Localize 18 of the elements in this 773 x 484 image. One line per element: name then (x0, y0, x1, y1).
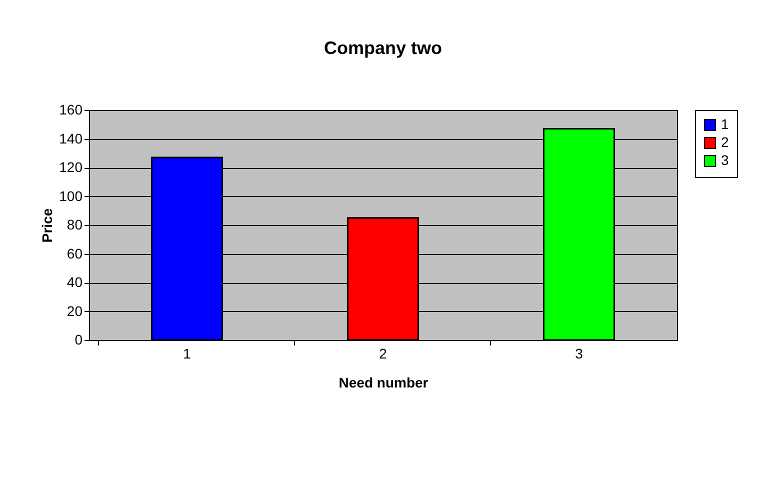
legend-label: 2 (721, 134, 729, 150)
y-tick-label: 20 (66, 302, 83, 319)
y-axis-title: Price (39, 208, 56, 243)
x-tick-label: 3 (575, 346, 584, 362)
y-tick-label: 40 (66, 274, 83, 290)
y-tick-label: 120 (59, 159, 83, 175)
y-tick-label: 160 (59, 102, 83, 118)
y-tick-label: 100 (59, 188, 83, 204)
x-tick-label: 1 (183, 346, 192, 362)
y-tick-label: 0 (74, 332, 83, 348)
y-tick-label: 80 (66, 216, 83, 232)
legend-label: 1 (721, 116, 729, 132)
y-tick-label: 60 (66, 245, 83, 262)
x-axis-title: Need number (338, 374, 429, 390)
legend-label: 3 (721, 152, 729, 168)
chart-title: Company two (324, 38, 442, 58)
x-tick-label: 2 (379, 346, 388, 362)
y-tick-label: 140 (59, 130, 83, 146)
